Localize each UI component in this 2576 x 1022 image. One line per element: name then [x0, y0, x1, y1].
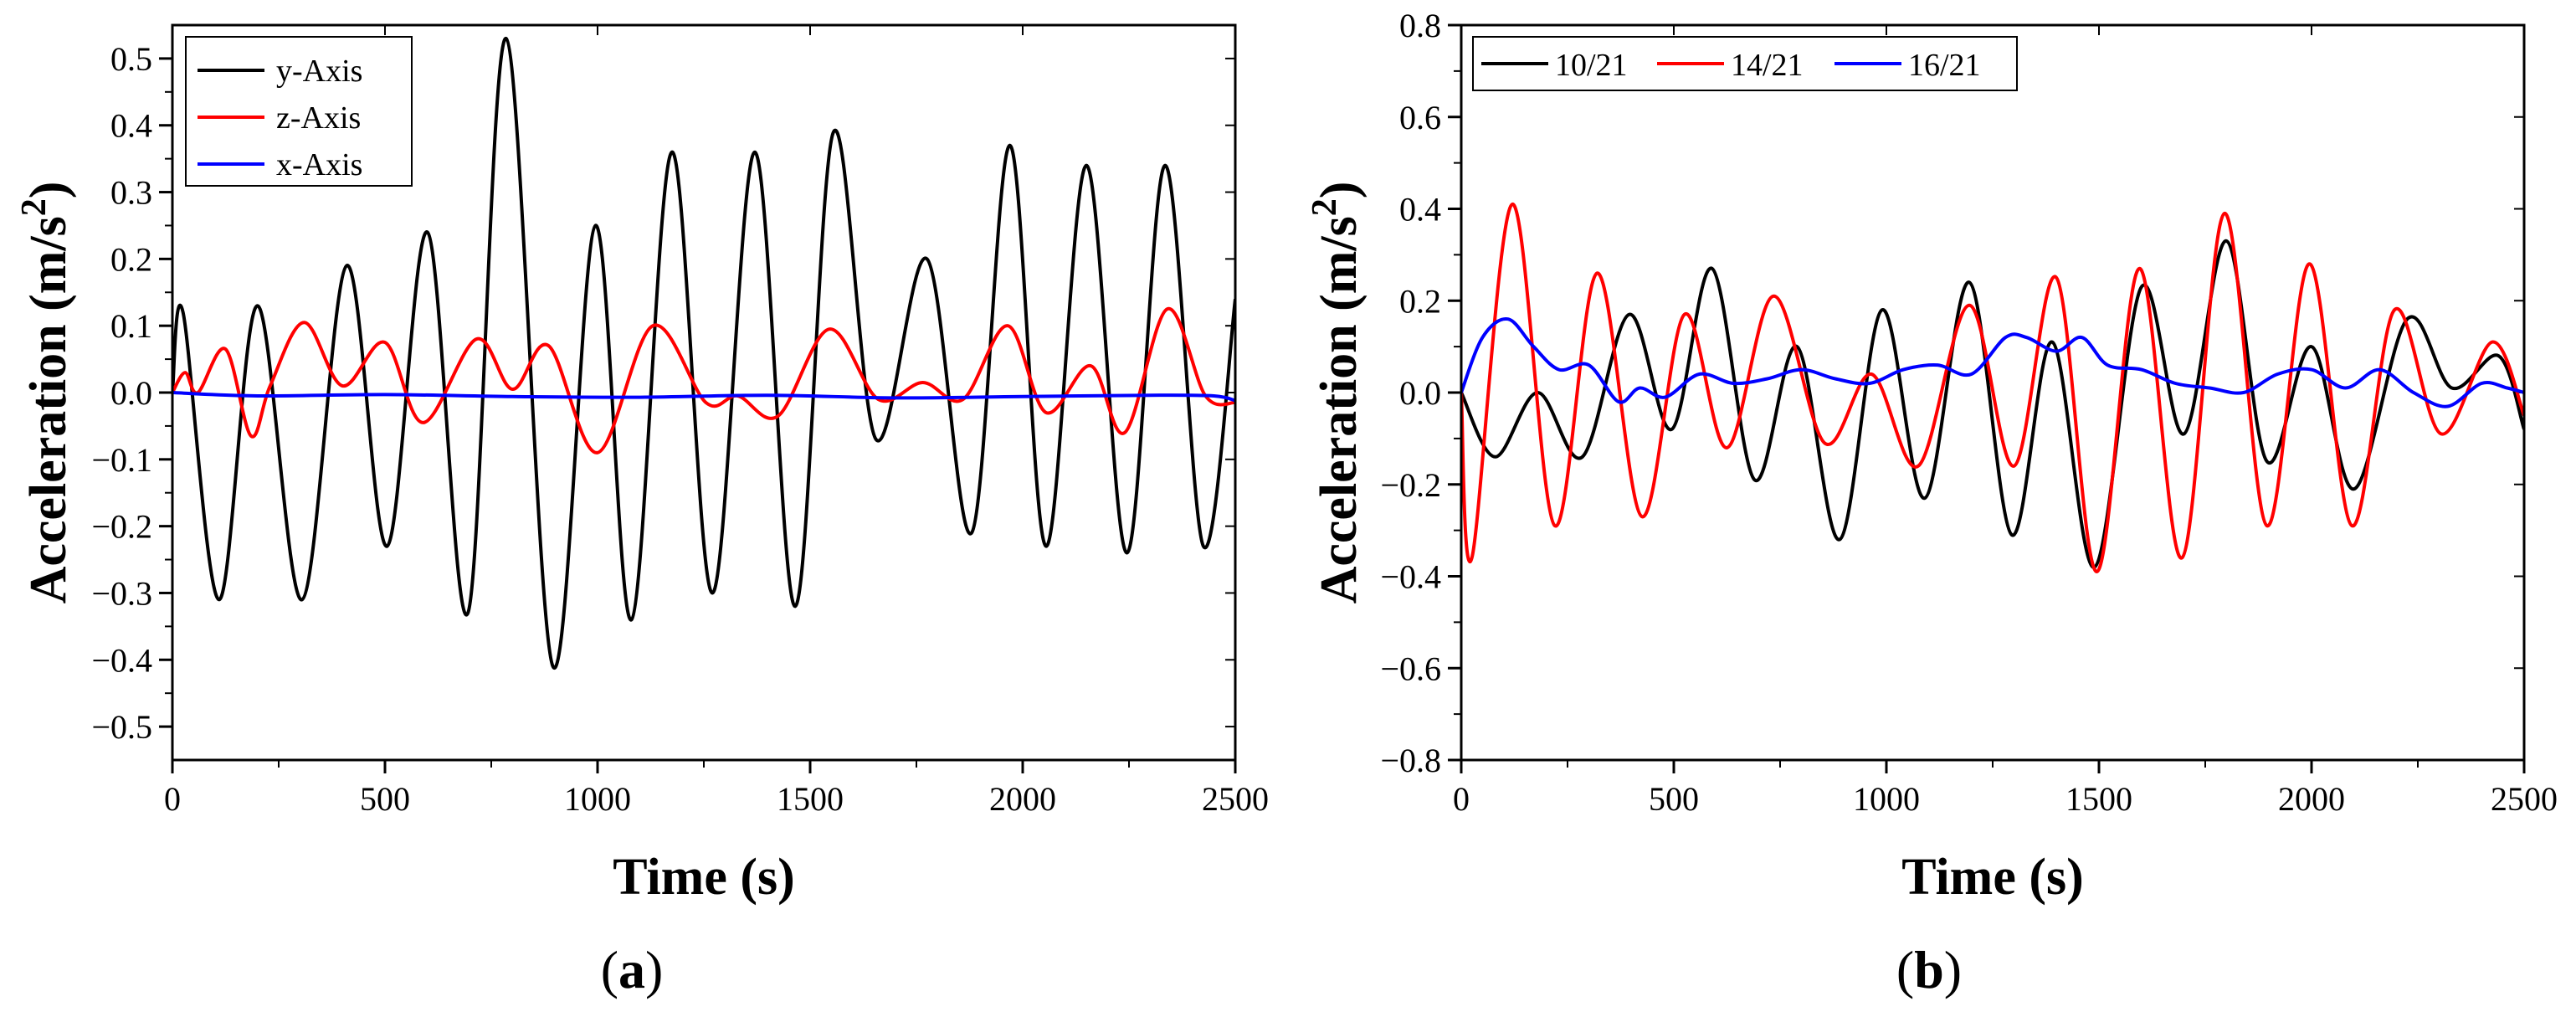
panel-b-x-tick-label-1500: 1500 — [2065, 780, 2132, 818]
panel-a-y-tick-label-0-3: −0.3 — [91, 574, 152, 612]
panel-b-plot-frame — [1460, 23, 2526, 762]
legend-label-10-21: 10/21 — [1555, 48, 1628, 83]
panel-b-y-tick-label-0-6: 0.6 — [1399, 99, 1441, 136]
panel-b-y-tick-label-0-2: 0.2 — [1399, 282, 1441, 320]
panel-a-legend: y-Axis z-Axis x-Axis — [185, 36, 413, 187]
panel-b-y-axis-title: Acceleration (m/s2) — [1306, 182, 1368, 604]
panel-b-series-lines — [1461, 202, 2524, 574]
panel-a-label-open: ( — [601, 940, 618, 999]
panel-a-legend-box — [185, 36, 413, 187]
panel-b-series-line-10-21 — [1461, 239, 2524, 569]
panel-a: 0 500 1000 1500 2000 2500 −0.5 −0.4 −0.3 −0.2 −0.1… — [15, 23, 1269, 999]
panel-b-label-close: ) — [1944, 940, 1962, 999]
panel-a-x-tick-label-1500: 1500 — [777, 780, 844, 818]
panel-a-label-letter: a — [618, 940, 645, 999]
panel-b: 0 500 1000 1500 2000 2500 −0.8 −0.6 −0.4 −0.2 0.0 0… — [1306, 7, 2558, 999]
panel-a-series-line-z-axis — [172, 307, 1235, 455]
panel-b-series-line-14-21 — [1461, 202, 2524, 574]
panel-a-y-tick-label-0-5: −0.5 — [91, 708, 152, 746]
panel-b-x-tick-label-0: 0 — [1453, 780, 1470, 818]
panel-a-plot-frame — [171, 23, 1237, 762]
panel-b-label-open: ( — [1896, 940, 1914, 999]
panel-a-x-tick-label-500: 500 — [360, 780, 410, 818]
panel-a-label: (a) — [601, 940, 664, 999]
panel-a-y-axis-title: Acceleration (m/s2) — [15, 182, 77, 604]
panel-b-legend: 10/21 14/21 16/21 — [1472, 36, 2018, 91]
panel-b-ticks: 0 500 1000 1500 2000 2500 −0.8 −0.6 −0.4 −0.2 0.0 0… — [1380, 7, 2558, 818]
legend-label-y-axis: y-Axis — [276, 54, 362, 89]
panel-b-label: (b) — [1896, 940, 1962, 999]
panel-b-y-tick-label-0-2: −0.2 — [1380, 466, 1441, 504]
panel-a-ticks: 0 500 1000 1500 2000 2500 −0.5 −0.4 −0.3 −0.2 −0.1… — [91, 25, 1269, 818]
panel-a-y-axis-title-main: Acceleration (m/s — [20, 216, 77, 603]
panel-a-y-tick-label-0-2: 0.2 — [110, 240, 152, 278]
panel-b-y-tick-label-0-0: 0.0 — [1399, 374, 1441, 412]
panel-a-x-tick-label-1000: 1000 — [564, 780, 631, 818]
panel-b-x-tick-label-2500: 2500 — [2491, 780, 2558, 818]
panel-b-x-axis-title: Time (s) — [1901, 849, 2084, 906]
panel-a-y-tick-label-0-5: 0.5 — [110, 40, 152, 78]
panel-b-y-axis-title-superscript: 2 — [1306, 198, 1344, 216]
panel-a-x-tick-label-0: 0 — [164, 780, 181, 818]
panel-a-y-tick-label-0-1: 0.1 — [110, 307, 152, 345]
panel-a-series-lines — [172, 36, 1235, 670]
panel-b-y-axis-title-main: Acceleration (m/s — [1311, 216, 1368, 603]
panel-a-y-tick-label-0-4: −0.4 — [91, 641, 152, 679]
legend-label-x-axis: x-Axis — [276, 147, 362, 182]
panel-b-y-tick-label-0-4: 0.4 — [1399, 191, 1441, 229]
panel-b-y-axis-title-close: ) — [1311, 182, 1368, 199]
panel-b-y-tick-label-0-8: 0.8 — [1399, 7, 1441, 44]
panel-b-plot-area — [1461, 202, 2524, 574]
panel-a-x-tick-label-2500: 2500 — [1202, 780, 1269, 818]
panel-b-legend-box — [1472, 36, 2018, 91]
panel-b-y-tick-label-0-4: −0.4 — [1380, 558, 1441, 596]
panel-a-plot-area — [172, 36, 1235, 670]
panel-a-label-close: ) — [645, 940, 663, 999]
panel-b-x-tick-label-500: 500 — [1649, 780, 1699, 818]
panel-b-x-tick-label-1000: 1000 — [1853, 780, 1920, 818]
panel-b-x-tick-label-2000: 2000 — [2278, 780, 2345, 818]
panel-a-y-tick-label-0-4: 0.4 — [110, 107, 152, 145]
panel-a-x-axis-title: Time (s) — [613, 849, 795, 906]
panel-b-series-line-16-21 — [1461, 317, 2524, 408]
panel-b-y-tick-label-0-6: −0.6 — [1380, 650, 1441, 687]
legend-label-16-21: 16/21 — [1908, 48, 1981, 83]
panel-a-y-tick-label-0-0: 0.0 — [110, 374, 152, 412]
panel-a-y-tick-label-0-3: 0.3 — [110, 174, 152, 212]
panel-a-y-axis-title-superscript: 2 — [15, 198, 54, 216]
legend-label-z-axis: z-Axis — [276, 100, 361, 136]
panel-b-label-letter: b — [1914, 940, 1944, 999]
legend-label-14-21: 14/21 — [1731, 48, 1804, 83]
panel-a-y-tick-label-0-1: −0.1 — [91, 441, 152, 479]
panel-a-y-tick-label-0-2: −0.2 — [91, 508, 152, 546]
panel-a-y-axis-title-close: ) — [20, 182, 77, 199]
panel-a-x-tick-label-2000: 2000 — [989, 780, 1056, 818]
panel-b-y-tick-label-0-8: −0.8 — [1380, 742, 1441, 779]
panel-a-series-line-x-axis — [172, 391, 1235, 403]
